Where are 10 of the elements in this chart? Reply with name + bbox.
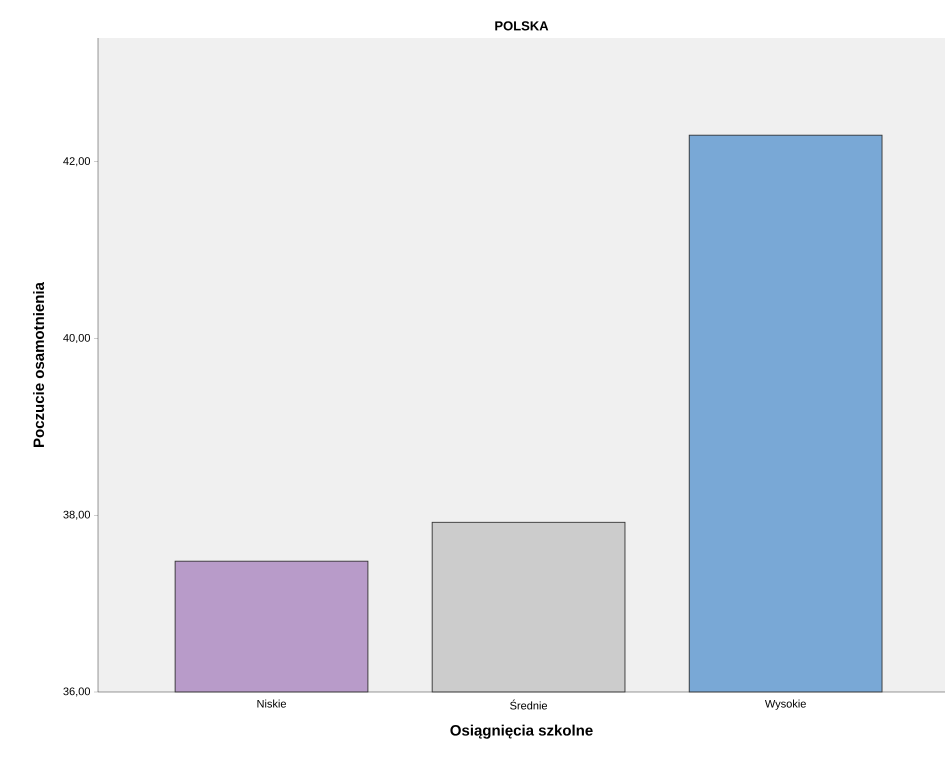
- y-tick-label: 40,00: [63, 334, 90, 344]
- x-tick-label: Niskie: [257, 700, 286, 708]
- x-axis-title: Osiągnięcia szkolne: [450, 724, 593, 739]
- y-tick-label: 42,00: [63, 157, 90, 166]
- x-tick-label: Wysokie: [764, 700, 806, 710]
- y-axis-title: Poczucie osamotnienia: [33, 282, 44, 447]
- chart-title: POLSKA: [495, 21, 548, 30]
- y-tick-label: 36,00: [63, 687, 90, 697]
- y-tick-label: 38,00: [63, 510, 90, 520]
- x-tick-label: Średnie: [510, 700, 548, 710]
